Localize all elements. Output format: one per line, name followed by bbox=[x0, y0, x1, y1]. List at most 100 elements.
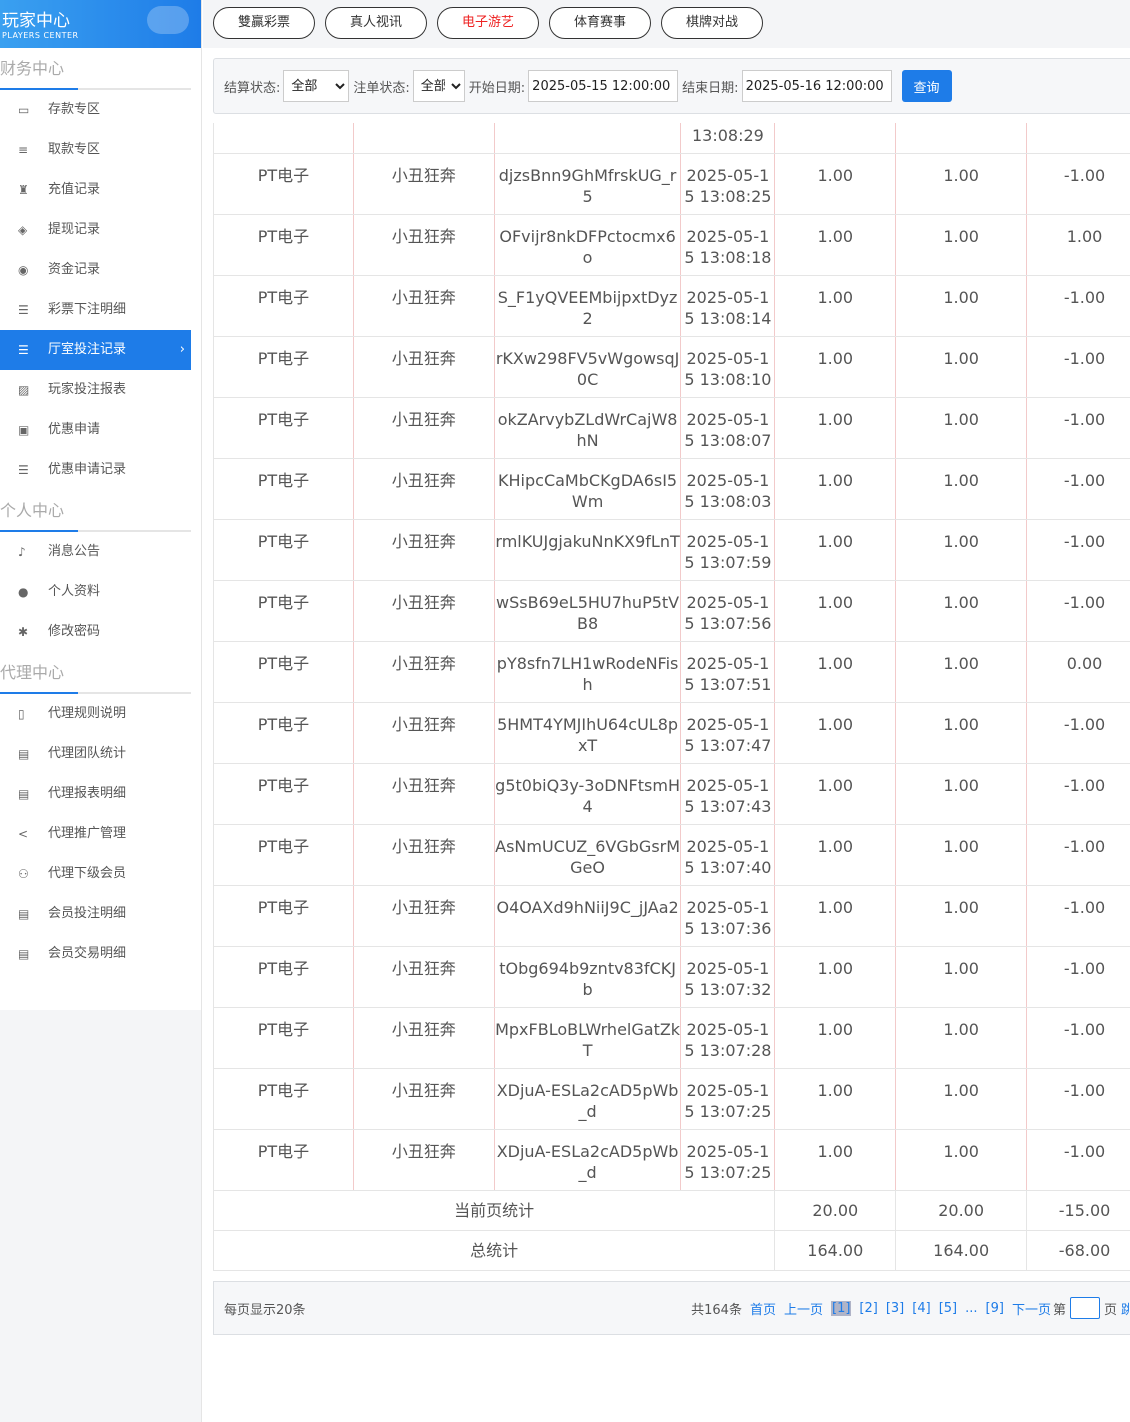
bet-id: rKXw298FV5vWgowsqJ0C bbox=[494, 336, 682, 398]
page-link[interactable]: ... bbox=[965, 1300, 978, 1316]
tab[interactable]: 棋牌对战 bbox=[661, 7, 763, 39]
bet-id: MpxFBLoBLWrhelGatZkT bbox=[494, 1007, 682, 1069]
table-row: PT电子 小丑狂奔 5HMT4YMJIhU64cUL8pxT 2025-05-15 1… bbox=[213, 702, 1130, 764]
valid-amount: 1.00 bbox=[895, 1068, 1028, 1130]
tab[interactable]: 电子游艺 bbox=[437, 7, 539, 39]
bet-id: S_F1yQVEEMbijpxtDyz2 bbox=[494, 275, 682, 337]
sidebar-item[interactable]: ▣ 优惠申请 bbox=[0, 410, 191, 450]
sidebar-item[interactable]: ▤ 会员投注明细 bbox=[0, 894, 191, 934]
bet-time: 2025-05-15 13:08:25 bbox=[680, 153, 776, 215]
bet-id: wSsB69eL5HU7huP5tVB8 bbox=[494, 580, 682, 642]
tab[interactable]: 雙贏彩票 bbox=[213, 7, 315, 39]
win-loss: -1.00 bbox=[1026, 519, 1130, 581]
sidebar-item[interactable]: < 代理推广管理 bbox=[0, 814, 191, 854]
doc-icon: ▤ bbox=[18, 947, 30, 961]
tab[interactable]: 真人视讯 bbox=[325, 7, 427, 39]
page-link[interactable]: [9] bbox=[985, 1300, 1004, 1316]
page-link[interactable]: [2] bbox=[859, 1300, 878, 1316]
sidebar-item[interactable]: ⚇ 代理下级会员 bbox=[0, 854, 191, 894]
bet-id: OFvijr8nkDFPctocmx6o bbox=[494, 214, 682, 276]
bet-amount: 1.00 bbox=[774, 1068, 897, 1130]
sidebar-item-label: 提现记录 bbox=[48, 222, 101, 237]
bet-time: 2025-05-15 13:07:25 bbox=[680, 1068, 776, 1130]
win-loss: -1.00 bbox=[1026, 702, 1130, 764]
valid-amount: 1.00 bbox=[895, 763, 1028, 825]
win-loss: -1.00 bbox=[1026, 153, 1130, 215]
sidebar-item[interactable]: ◈ 提现记录 bbox=[0, 210, 191, 250]
bet-id: AsNmUCUZ_6VGbGsrMGeO bbox=[494, 824, 682, 886]
page-link[interactable]: [1] bbox=[831, 1300, 852, 1316]
sidebar-item[interactable]: ◉ 资金记录 bbox=[0, 250, 191, 290]
table-row: PT电子 小丑狂奔 XDjuA-ESLa2cAD5pWb_d 2025-05-15 1… bbox=[213, 1129, 1130, 1191]
sidebar-item[interactable]: ▤ 会员交易明细 bbox=[0, 934, 191, 974]
bet-time: 2025-05-15 13:07:40 bbox=[680, 824, 776, 886]
sidebar: 玩家中心 PLAYERS CENTER 财务中心 ▭ 存款专区 ≡ 取款专区 ♜ 充值记录 ◈… bbox=[0, 0, 202, 1422]
game-name: 小丑狂奔 bbox=[353, 885, 495, 947]
go-suffix: 页 bbox=[1103, 1302, 1117, 1318]
bet-time: 2025-05-15 13:08:07 bbox=[680, 397, 776, 459]
page-link[interactable]: [5] bbox=[938, 1300, 958, 1316]
game-name: 小丑狂奔 bbox=[353, 702, 495, 764]
game-name: 小丑狂奔 bbox=[353, 214, 495, 276]
logo-title: 玩家中心 bbox=[2, 11, 70, 31]
bet-id: XDjuA-ESLa2cAD5pWb_d bbox=[494, 1068, 682, 1130]
logo-subtitle: PLAYERS CENTER bbox=[2, 31, 79, 40]
start-label: 开始日期: bbox=[468, 80, 526, 96]
game-name: 小丑狂奔 bbox=[353, 580, 495, 642]
game-name: 小丑狂奔 bbox=[353, 275, 495, 337]
table-row: PT电子 小丑狂奔 pY8sfn7LH1wRodeNFish 2025-05-15 1… bbox=[213, 641, 1130, 703]
platform: PT电子 bbox=[213, 458, 354, 520]
page-link[interactable]: [4] bbox=[912, 1300, 931, 1316]
settle-select[interactable]: 全部 bbox=[283, 70, 350, 102]
bet-amount: 1.00 bbox=[774, 214, 897, 276]
win-loss: -1.00 bbox=[1026, 336, 1130, 398]
page-link[interactable]: [3] bbox=[885, 1300, 905, 1316]
valid-amount: 1.00 bbox=[895, 458, 1028, 520]
sidebar-item[interactable]: ☰ 厅室投注记录 › bbox=[0, 330, 191, 370]
start-date-input[interactable] bbox=[528, 70, 679, 102]
order-label: 注单状态: bbox=[353, 80, 410, 96]
next-page-link[interactable]: 下一页 bbox=[1011, 1302, 1051, 1318]
win-loss: -1.00 bbox=[1026, 397, 1130, 459]
sidebar-item[interactable]: ☰ 彩票下注明细 bbox=[0, 290, 191, 330]
section-title: 代理中心 bbox=[0, 652, 191, 694]
sidebar-item[interactable]: ▤ 代理团队统计 bbox=[0, 734, 191, 774]
summary-row: 总统计 164.00 164.00 -68.00 bbox=[212, 1230, 1130, 1271]
prev-page-link[interactable]: 上一页 bbox=[783, 1302, 823, 1318]
platform: PT电子 bbox=[213, 763, 354, 825]
sidebar-item[interactable]: ☰ 优惠申请记录 bbox=[0, 450, 191, 490]
bet-id: djzsBnn9GhMfrskUG_r5 bbox=[494, 153, 682, 215]
platform: PT电子 bbox=[213, 580, 354, 642]
summary-value: 164.00 bbox=[774, 1230, 897, 1271]
summary-value: 20.00 bbox=[774, 1190, 897, 1231]
win-loss: -1.00 bbox=[1026, 885, 1130, 947]
sidebar-item-label: 存款专区 bbox=[48, 102, 101, 117]
page-jump-input[interactable] bbox=[1069, 1297, 1100, 1319]
game-name: 小丑狂奔 bbox=[353, 153, 495, 215]
order-select[interactable]: 全部 bbox=[412, 70, 465, 102]
sidebar-item[interactable]: ✱ 修改密码 bbox=[0, 612, 191, 652]
summary-value: -68.00 bbox=[1026, 1230, 1130, 1271]
sidebar-item[interactable]: ▯ 代理规则说明 bbox=[0, 694, 191, 734]
list-icon: ☰ bbox=[18, 463, 29, 477]
platform: PT电子 bbox=[213, 885, 354, 947]
sidebar-item[interactable]: ● 个人资料 bbox=[0, 572, 191, 612]
bet-id: 5HMT4YMJIhU64cUL8pxT bbox=[494, 702, 682, 764]
sidebar-item[interactable]: ≡ 取款专区 bbox=[0, 130, 191, 170]
bet-id: g5t0biQ3y-3oDNFtsmH4 bbox=[494, 763, 682, 825]
query-button[interactable]: 查询 bbox=[901, 70, 952, 102]
sidebar-item[interactable]: ▭ 存款专区 bbox=[0, 90, 191, 130]
jump-button[interactable]: 跳 bbox=[1120, 1302, 1130, 1318]
summary-row: 当前页统计 20.00 20.00 -15.00 bbox=[212, 1190, 1130, 1231]
first-page-link[interactable]: 首页 bbox=[749, 1302, 776, 1318]
end-date-input[interactable] bbox=[741, 70, 892, 102]
win-loss: -1.00 bbox=[1026, 580, 1130, 642]
sidebar-item[interactable]: ♪ 消息公告 bbox=[0, 532, 191, 572]
bet-amount: 1.00 bbox=[774, 824, 897, 886]
sidebar-item[interactable]: ▨ 玩家投注报表 bbox=[0, 370, 191, 410]
valid-amount: 1.00 bbox=[895, 275, 1028, 337]
sidebar-item[interactable]: ♜ 充值记录 bbox=[0, 170, 191, 210]
valid-amount: 1.00 bbox=[895, 1129, 1028, 1191]
tab[interactable]: 体育赛事 bbox=[549, 7, 651, 39]
sidebar-item[interactable]: ▤ 代理报表明细 bbox=[0, 774, 191, 814]
